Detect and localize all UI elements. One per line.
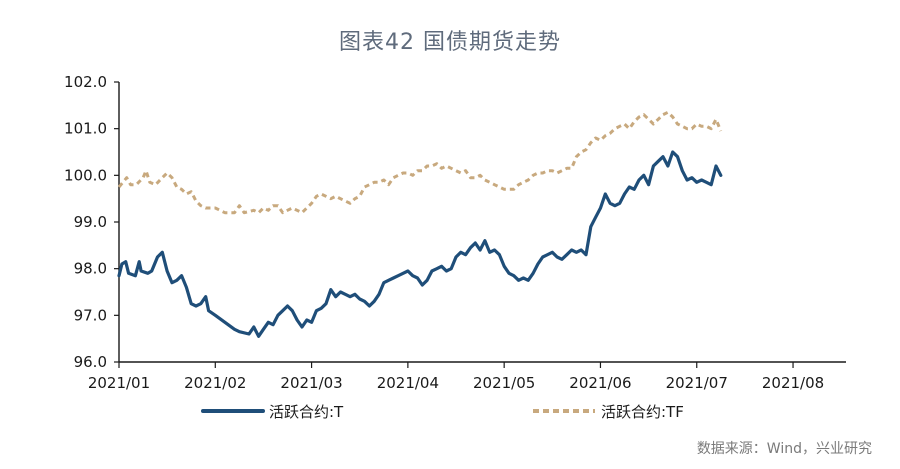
x-tick-label: 2021/03 [280, 374, 342, 392]
series-lines [117, 110, 723, 338]
x-tick-marks [118, 362, 794, 368]
y-tick-label: 102.0 [64, 73, 107, 91]
y-tick-label: 100.0 [64, 166, 107, 184]
legend: 活跃合约:T 活跃合约:TF [201, 403, 684, 421]
legend-label-t: 活跃合约:T [269, 403, 344, 421]
series-line-tf [117, 110, 723, 215]
legend-label-tf: 活跃合约:TF [601, 403, 684, 421]
y-tick-label: 97.0 [74, 306, 107, 324]
y-tick-label: 101.0 [64, 120, 107, 138]
y-tick-label: 98.0 [74, 260, 107, 278]
x-tick-label: 2021/08 [762, 374, 824, 392]
x-tick-label: 2021/01 [88, 374, 150, 392]
y-tick-marks [114, 81, 119, 363]
y-axis: 102.0 101.0 100.0 99.0 98.0 97.0 96.0 [64, 73, 120, 371]
x-axis: 2021/01 2021/02 2021/03 2021/04 2021/05 2021/… [88, 361, 846, 392]
x-tick-label: 2021/05 [473, 374, 535, 392]
data-source-note: 数据来源：Wind，兴业研究 [696, 441, 872, 457]
x-tick-label: 2021/02 [184, 374, 246, 392]
y-tick-label: 99.0 [74, 213, 107, 231]
chart-title: 图表42 国债期货走势 [339, 30, 561, 55]
x-tick-labels: 2021/01 2021/02 2021/03 2021/04 2021/05 2021/… [88, 374, 824, 392]
x-tick-label: 2021/04 [377, 374, 439, 392]
x-tick-label: 2021/07 [666, 374, 728, 392]
y-tick-labels: 102.0 101.0 100.0 99.0 98.0 97.0 96.0 [64, 73, 107, 371]
x-tick-label: 2021/06 [569, 374, 631, 392]
series-line-t [117, 150, 723, 338]
y-tick-label: 96.0 [74, 353, 107, 371]
